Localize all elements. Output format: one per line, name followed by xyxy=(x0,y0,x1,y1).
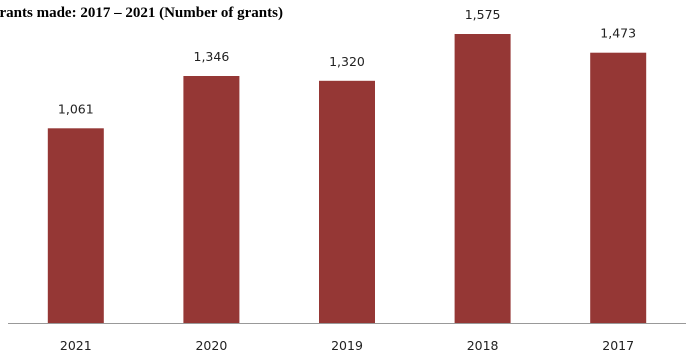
data-labels-group: 1,061 1,346 1,320 1,575 1,473 xyxy=(58,7,636,116)
x-tick-label-2021: 2021 xyxy=(60,338,92,353)
data-label-2018: 1,575 xyxy=(465,7,501,22)
bar-2017 xyxy=(590,52,647,323)
bar-2021 xyxy=(47,128,104,323)
x-tick-labels-group: 2021 2020 2019 2018 2017 xyxy=(60,338,634,353)
bar-2020 xyxy=(183,76,240,323)
x-tick-label-2017: 2017 xyxy=(602,338,634,353)
data-label-2020: 1,346 xyxy=(194,49,230,64)
data-label-2021: 1,061 xyxy=(58,101,94,116)
data-label-2017: 1,473 xyxy=(600,26,636,41)
x-tick-label-2020: 2020 xyxy=(195,338,227,353)
x-tick-label-2018: 2018 xyxy=(467,338,499,353)
x-tick-label-2019: 2019 xyxy=(331,338,363,353)
data-label-2019: 1,320 xyxy=(329,54,365,69)
chart-title: grants made: 2017 – 2021 (Number of gran… xyxy=(0,5,283,21)
bars-group xyxy=(47,34,647,323)
bar-2018 xyxy=(454,34,511,323)
bar-2019 xyxy=(319,80,375,323)
